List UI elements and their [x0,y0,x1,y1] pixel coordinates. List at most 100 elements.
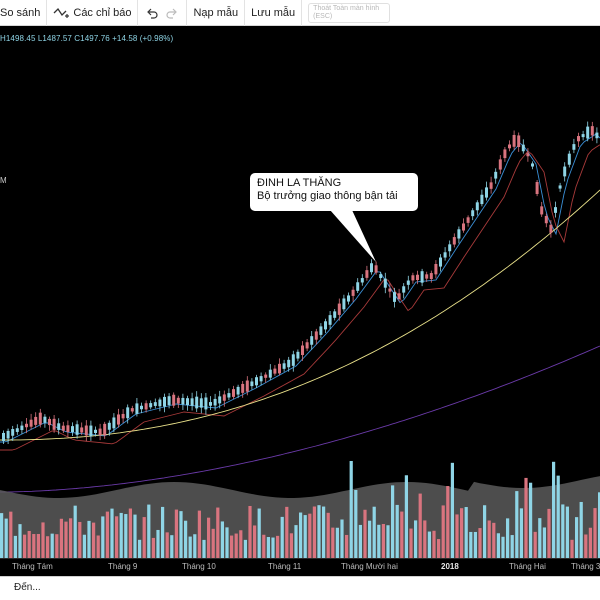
chart-pane[interactable] [0,27,600,575]
candle [420,268,424,287]
candle [255,374,258,388]
volume-bar [533,531,537,558]
candle [130,405,134,414]
volume-bar [0,513,4,558]
candle [282,359,286,372]
volume-bar [542,527,546,558]
volume-bar [326,512,330,558]
candle [61,421,65,434]
volume-bar [211,528,215,558]
volume-bar [69,518,73,558]
candle [98,423,102,441]
candle [452,233,456,248]
volume-bar [165,532,169,558]
candle [144,400,148,413]
candle [429,270,433,283]
candle [66,420,70,437]
indicators-icon [53,7,70,18]
candle [227,388,231,401]
candle [2,430,5,444]
candle [126,404,130,424]
candle [328,311,332,329]
indicators-button[interactable]: Các chỉ báo [47,0,139,26]
candle [52,414,56,433]
candle [434,260,438,279]
volume-bar [257,508,261,558]
volume-bar [317,505,321,558]
volume-bar [515,491,519,558]
volume-bar [418,493,422,558]
candle [572,138,576,154]
candle [360,274,364,286]
save-template-button[interactable]: Lưu mẫu [245,0,303,26]
volume-bar [510,535,514,558]
volume-bar [78,521,82,558]
volume-bar [340,519,344,558]
volume-bar [253,525,257,558]
scale-marker: M [0,176,7,185]
candle [158,397,162,412]
candle [199,393,203,414]
volume-bar [441,505,445,558]
time-axis[interactable]: Tháng Tám Tháng 9 Tháng 10 Tháng 11 Thán… [0,558,600,576]
candle [278,358,281,376]
volume-bar [128,508,132,558]
volume-bar [138,539,142,558]
volume-bar [372,506,376,558]
volume-bar [335,527,339,558]
candle [250,378,254,390]
volume-bar [391,485,395,558]
candle [475,200,479,216]
candle [117,408,120,428]
candle [549,219,553,238]
candle [71,422,74,437]
candle [167,393,171,409]
undo-icon[interactable] [146,7,158,19]
volume-bar [239,530,243,558]
exit-fullscreen-button[interactable]: Thoát Toàn màn hình (ESC) [308,2,391,23]
candle [590,121,594,141]
redo-icon[interactable] [166,7,178,19]
candle [416,270,419,285]
xaxis-label: Tháng Hai [509,562,546,571]
candle [466,215,470,227]
volume-bar [124,514,128,558]
volume-bar [552,461,556,558]
load-template-label: Nạp mẫu [193,6,239,19]
candle [195,391,199,413]
save-template-label: Lưu mẫu [251,6,296,19]
candle [347,292,350,305]
indicators-label: Các chỉ báo [73,6,132,19]
compare-button[interactable]: So sánh [0,0,48,26]
exit-fullscreen-label: Thoát Toàn màn hình (ESC) [313,4,380,20]
candle [204,392,208,415]
volume-bar [32,534,36,558]
volume-bar [478,528,482,558]
candle [25,418,28,434]
load-template-button[interactable]: Nạp mẫu [187,0,246,26]
candle [379,271,383,282]
candle [34,412,38,428]
goto-date-button[interactable]: Đến... [14,582,41,593]
candle [245,376,249,396]
volume-bar [450,462,454,558]
volume-bar [193,534,197,558]
candle [365,265,369,281]
volume-bar [248,505,252,558]
candle [273,365,277,376]
candle [291,350,295,372]
volume-bar [483,505,487,558]
news-callout[interactable]: ĐINH LA THĂNG Bộ trưởng giao thông bận t… [250,173,418,211]
ma-mid-line [0,144,600,451]
volume-bar [469,531,473,558]
xaxis-label: Tháng 3 [571,562,600,571]
volume-bar [156,529,160,558]
candle [287,356,291,372]
candle [296,349,300,362]
candle [521,139,525,154]
candle [264,372,268,383]
volume-bar [312,506,316,558]
volume-bar [368,520,372,558]
candle [107,420,111,436]
